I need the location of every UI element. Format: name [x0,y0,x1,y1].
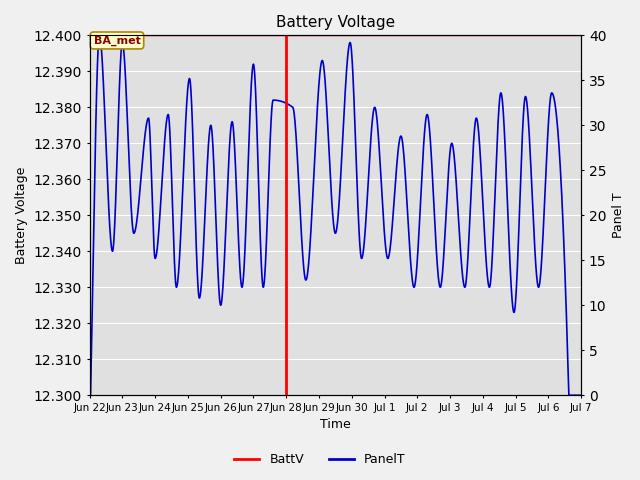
Y-axis label: Panel T: Panel T [612,192,625,238]
PanelT [563,328,571,334]
PanelT [563,336,571,342]
Legend: BattV, PanelT: BattV, PanelT [229,448,411,471]
Text: BA_met: BA_met [93,36,140,46]
Y-axis label: Battery Voltage: Battery Voltage [15,167,28,264]
PanelT [111,217,119,223]
X-axis label: Time: Time [320,419,351,432]
PanelT [312,133,319,139]
PanelT [325,145,333,151]
PanelT [577,392,585,398]
PanelT [95,33,103,38]
Line: PanelT: PanelT [90,36,581,395]
PanelT [86,392,93,398]
Title: Battery Voltage: Battery Voltage [276,15,395,30]
PanelT [473,116,481,122]
